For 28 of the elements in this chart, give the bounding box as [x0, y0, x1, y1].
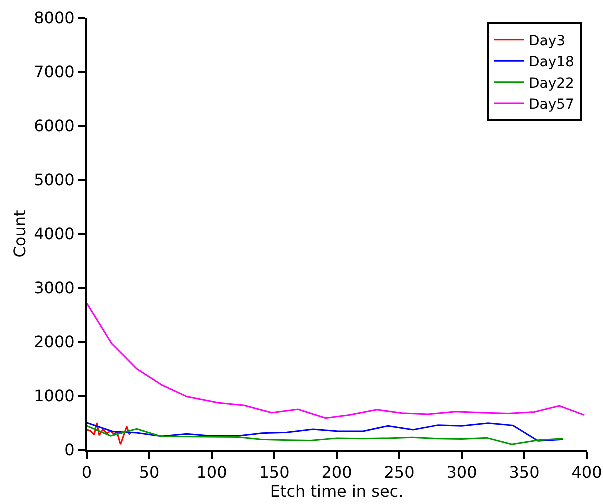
- y-tick-label: 3000: [34, 278, 75, 298]
- y-axis-title: Count: [10, 210, 30, 258]
- x-tick-label: 250: [384, 463, 415, 482]
- y-tick-label: 0: [64, 440, 75, 460]
- legend-label: Day22: [529, 76, 574, 92]
- line-series: [87, 422, 133, 446]
- legend-label: Day18: [529, 54, 574, 71]
- legend-label: Day57: [529, 96, 574, 113]
- y-tick-label: 4000: [34, 224, 75, 244]
- legend-label: Day3: [529, 33, 566, 50]
- y-tick-label: 5000: [34, 170, 75, 190]
- y-tick-label: 1000: [34, 386, 75, 406]
- line-series: [87, 425, 564, 446]
- x-tick-label: 50: [139, 463, 160, 482]
- line-series: [87, 422, 564, 442]
- x-tick-label: 150: [259, 463, 290, 482]
- x-tick-label: 100: [196, 463, 228, 482]
- x-tick-label: 0: [82, 463, 92, 482]
- x-tick-label: 200: [322, 463, 352, 482]
- x-tick-label: 350: [509, 463, 540, 482]
- x-tick-label: 300: [446, 463, 478, 482]
- y-tick-label: 6000: [34, 116, 75, 136]
- x-tick-label: 400: [572, 463, 602, 482]
- y-tick-label: 8000: [34, 8, 75, 28]
- x-axis-title: Etch time in sec.: [270, 482, 404, 502]
- y-tick-label: 2000: [34, 332, 75, 352]
- y-tick-label: 7000: [34, 62, 75, 82]
- line-series: [87, 302, 586, 420]
